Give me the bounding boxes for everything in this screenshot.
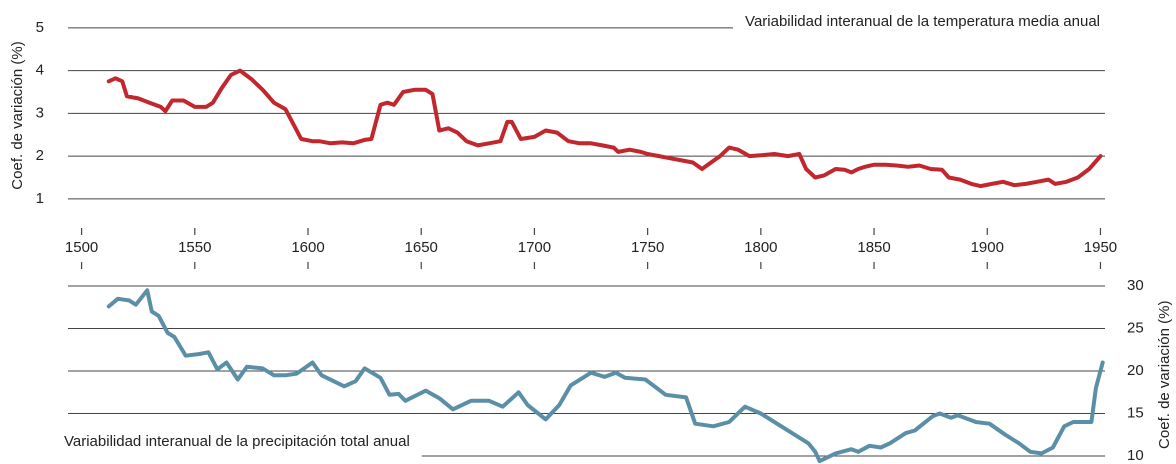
data-line [106, 288, 1105, 464]
x-tick-label: 1700 [518, 239, 551, 256]
x-tick-label: 1900 [971, 239, 1004, 256]
x-tick-label: 1550 [178, 239, 211, 256]
y-tick-label: 25 [1127, 319, 1144, 336]
x-tick-label: 1500 [65, 239, 98, 256]
y-tick-label: 30 [1127, 277, 1144, 294]
y-tick-label: 20 [1127, 362, 1144, 379]
x-tick-label: 1600 [291, 239, 324, 256]
data-line [106, 68, 1103, 189]
y-axis-label: Coef. de variación (%) [1156, 301, 1173, 449]
x-tick-label: 1750 [631, 239, 664, 256]
chart-title: Variabilidad interanual de la temperatur… [745, 13, 1100, 30]
chart-title: Variabilidad interanual de la precipitac… [64, 433, 410, 450]
y-tick-label: 15 [1127, 404, 1144, 421]
title-background [52, 453, 422, 459]
y-tick-label: 1 [36, 190, 44, 207]
y-tick-label: 3 [36, 104, 44, 121]
y-tick-label: 2 [36, 147, 44, 164]
y-tick-label: 4 [36, 62, 44, 79]
x-tick-label: 1800 [744, 239, 777, 256]
y-axis-label: Coef. de variación (%) [9, 41, 26, 189]
x-tick-label: 1850 [857, 239, 890, 256]
y-tick-label: 10 [1127, 447, 1144, 464]
x-tick-label: 1950 [1084, 239, 1117, 256]
title-background [733, 24, 1112, 31]
x-tick-label: 1650 [405, 239, 438, 256]
y-tick-label: 5 [36, 19, 44, 36]
